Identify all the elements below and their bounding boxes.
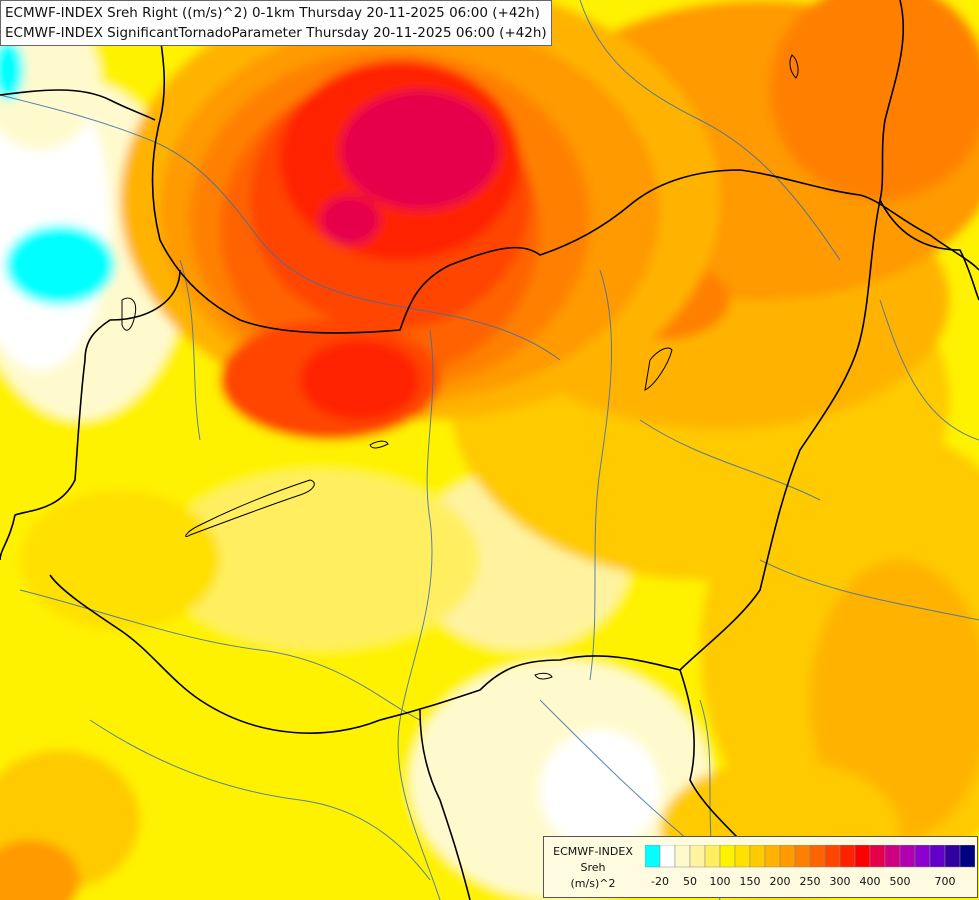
legend-swatch — [809, 845, 826, 868]
legend-swatch — [884, 845, 901, 868]
legend-tick-label: -20 — [651, 875, 669, 888]
legend-swatch — [854, 845, 871, 868]
legend-swatch — [839, 845, 856, 868]
legend-swatch — [869, 845, 886, 868]
legend-swatch — [734, 845, 751, 868]
legend-swatch — [929, 845, 946, 868]
lakes — [121, 54, 799, 680]
legend-swatch — [944, 845, 961, 868]
legend-swatch — [764, 845, 781, 868]
legend-swatch — [689, 845, 706, 868]
legend-tick-label: 50 — [683, 875, 697, 888]
legend-tick-label: 500 — [889, 875, 911, 888]
legend-tick-label: 100 — [709, 875, 731, 888]
legend-tick-label: 300 — [829, 875, 851, 888]
legend-variable: Sreh — [580, 861, 606, 874]
legend-unit: (m/s)^2 — [570, 877, 616, 890]
legend-swatch — [914, 845, 931, 868]
legend-swatches — [645, 845, 975, 868]
legend-tick-label: 700 — [934, 875, 956, 888]
legend-swatch — [779, 845, 796, 868]
map-title-box: ECMWF-INDEX Sreh Right ((m/s)^2) 0-1km T… — [0, 0, 552, 46]
legend-model: ECMWF-INDEX — [553, 845, 633, 858]
color-legend: ECMWF-INDEX Sreh (m/s)^2 -20 50 100 150 200 2… — [543, 836, 978, 898]
legend-tick-label: 150 — [739, 875, 761, 888]
map-title-line1: ECMWF-INDEX Sreh Right ((m/s)^2) 0-1km T… — [5, 5, 540, 21]
legend-tick-label: 200 — [769, 875, 791, 888]
map-title-line2: ECMWF-INDEX SignificantTornadoParameter … — [5, 25, 547, 41]
legend-swatch — [719, 845, 736, 868]
legend-swatch — [749, 845, 766, 868]
legend-swatch — [674, 845, 691, 868]
legend-swatch — [645, 845, 661, 868]
legend-swatch — [899, 845, 916, 868]
legend-tick-label: 250 — [799, 875, 821, 888]
legend-swatch — [704, 845, 721, 868]
legend-tick-label: 400 — [859, 875, 881, 888]
legend-ticks: -20 50 100 150 200 250 300 400 500 700 — [645, 875, 975, 891]
legend-swatch — [959, 845, 975, 868]
legend-swatch — [824, 845, 841, 868]
legend-swatch — [794, 845, 811, 868]
legend-swatch — [659, 845, 676, 868]
